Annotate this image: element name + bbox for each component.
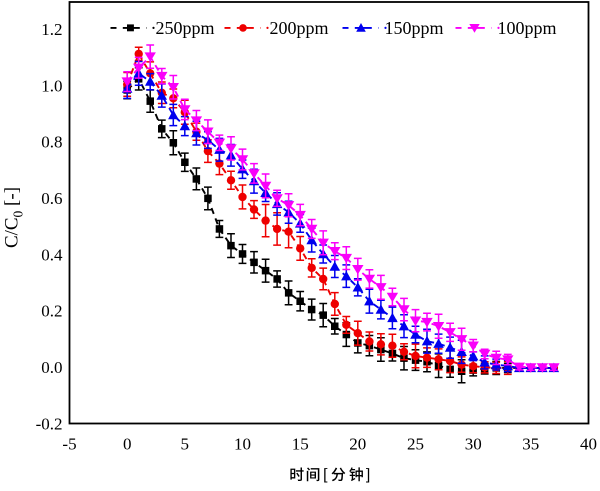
svg-text:0.0: 0.0 [41, 358, 62, 377]
svg-text:100ppm: 100ppm [498, 18, 557, 38]
svg-text:0.6: 0.6 [41, 189, 62, 208]
svg-text:1.2: 1.2 [41, 20, 62, 39]
svg-text:200ppm: 200ppm [270, 18, 329, 38]
svg-text:1.0: 1.0 [41, 76, 62, 95]
svg-text:10: 10 [234, 435, 251, 454]
svg-text:-0.2: -0.2 [36, 414, 63, 433]
svg-text:250ppm: 250ppm [156, 18, 215, 38]
svg-text:0.4: 0.4 [41, 245, 63, 264]
svg-text:30: 30 [465, 435, 482, 454]
svg-text:20: 20 [349, 435, 366, 454]
svg-text:0.2: 0.2 [41, 302, 62, 321]
svg-text:40: 40 [580, 435, 597, 454]
svg-text:0: 0 [123, 435, 132, 454]
svg-text:C/C0 [-]: C/C0 [-] [2, 187, 26, 248]
svg-text:-5: -5 [62, 435, 76, 454]
svg-text:150ppm: 150ppm [385, 18, 444, 38]
svg-text:25: 25 [407, 435, 424, 454]
svg-text:0.8: 0.8 [41, 133, 62, 152]
svg-text:15: 15 [292, 435, 309, 454]
svg-text:5: 5 [181, 435, 190, 454]
svg-text:35: 35 [522, 435, 539, 454]
